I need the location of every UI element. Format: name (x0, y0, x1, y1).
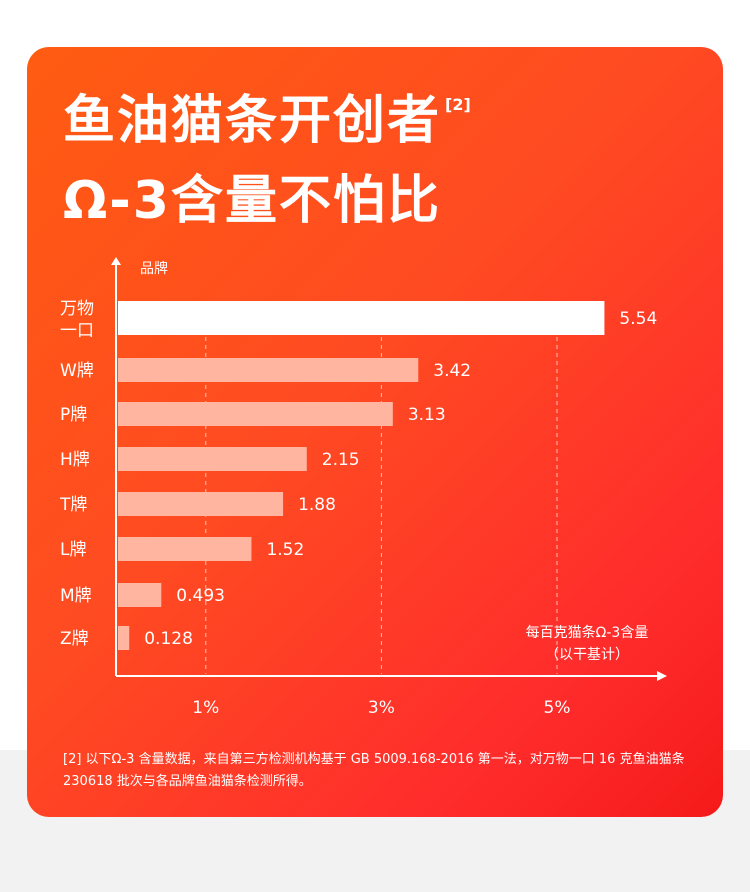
value-label: 1.88 (298, 495, 336, 515)
bar (118, 537, 252, 561)
category-label: 一口 (60, 321, 94, 341)
headline-line-2: Ω-3含量不怕比 (63, 171, 441, 231)
category-label: 万物 (60, 299, 94, 319)
value-label: 0.128 (144, 629, 193, 649)
bar (118, 402, 393, 426)
y-axis-arrow-icon (111, 257, 121, 265)
citation-mark: [2] (445, 95, 471, 114)
value-label: 1.52 (266, 540, 304, 560)
headline-line-1: 鱼油猫条开创者 (63, 91, 442, 151)
x-axis-title: 每百克猫条Ω-3含量 (526, 624, 649, 641)
category-label: H牌 (60, 450, 90, 470)
value-label: 0.493 (176, 586, 225, 606)
bar (118, 447, 307, 471)
bar (118, 583, 162, 607)
category-label: Z牌 (60, 629, 89, 649)
x-tick-label: 5% (544, 698, 571, 718)
category-label: M牌 (60, 586, 92, 606)
x-axis-subtitle: （以干基计） (545, 646, 629, 663)
value-label: 2.15 (322, 450, 360, 470)
bar (118, 626, 130, 650)
value-label: 3.13 (408, 405, 446, 425)
category-label: T牌 (59, 495, 87, 515)
x-tick-label: 3% (368, 698, 395, 718)
x-tick-label: 1% (192, 698, 219, 718)
bar (118, 301, 605, 335)
x-axis-arrow-icon (657, 671, 667, 681)
bar (118, 358, 419, 382)
bar (118, 492, 284, 516)
category-label: W牌 (60, 361, 94, 381)
category-label: L牌 (60, 540, 86, 560)
y-axis-title: 品牌 (140, 260, 168, 277)
category-label: P牌 (60, 405, 87, 425)
footnote: [2] 以下Ω-3 含量数据，来自第三方检测机构基于 GB 5009.168-2… (63, 752, 685, 789)
value-label: 5.54 (619, 309, 657, 329)
value-label: 3.42 (433, 361, 471, 381)
infographic-card: 鱼油猫条开创者 [2] Ω-3含量不怕比 品牌每百克猫条Ω-3含量 （以干基计） 万… (27, 47, 723, 817)
